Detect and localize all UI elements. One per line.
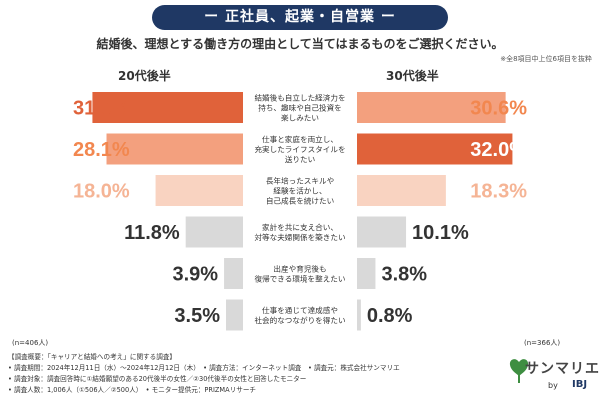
category-label: 持ち、趣味や自己投資を: [258, 103, 342, 113]
left-value-label: 18.0%: [73, 181, 130, 203]
logo-ibj: IBJ: [572, 379, 588, 390]
category-label: 仕事を通じて達成感や: [262, 305, 338, 315]
left-bar: [155, 175, 243, 206]
category-label: 出産や育児後も: [273, 264, 326, 274]
right-bar: [357, 299, 361, 331]
footnote: ※全8項目中上位6項目を抜粋: [500, 55, 592, 63]
left-value-label: 3.5%: [174, 305, 220, 327]
category-label: 仕事と家庭を両立し、: [262, 134, 338, 144]
left-bar: [185, 216, 243, 248]
left-bar: [224, 258, 243, 289]
left-bar: [226, 299, 243, 331]
category-label: 長年培ったスキルや: [266, 176, 334, 186]
category-label: 家計を共に支え合い、: [262, 222, 338, 232]
left-value-label: 11.8%: [124, 222, 180, 244]
category-label: 結婚後も自立した経済力を: [254, 93, 345, 103]
footer-line: • 調査人数：1,006人（①506人／②500人） • モニター提供元：PRI…: [8, 386, 257, 394]
category-label: 充実したライフスタイルを: [254, 144, 345, 154]
right-group-header: 30代後半: [386, 69, 439, 83]
category-label: 社会的なつながりを得たい: [254, 315, 345, 325]
logo-by-text: by: [548, 381, 558, 390]
survey-question: 結婚後、理想とする働き方の理由として当てはまるものをご選択ください。: [96, 37, 504, 51]
survey-footer: 【調査概要：「キャリアと結婚への考え」に関する調査】 • 調査期間：2024年1…: [8, 352, 400, 396]
brand-logo: サンマリエ: [525, 361, 600, 377]
page-title: ー 正社員、起業・自営業 ー: [152, 5, 448, 30]
left-bar: [92, 92, 243, 123]
right-bar: [357, 92, 506, 123]
right-value-label: 18.3%: [470, 181, 527, 203]
right-value-label: 3.8%: [381, 264, 427, 286]
category-label: 復帰できる環境を整えたい: [255, 274, 346, 284]
category-label: 対等な夫婦関係を築きたい: [254, 232, 345, 242]
right-value-label: 0.8%: [367, 305, 413, 327]
category-label: 経験を活かし、: [273, 186, 326, 196]
category-panel: [243, 90, 357, 341]
right-bar: [357, 133, 513, 165]
right-bar: [357, 258, 376, 289]
left-value-label: 28.1%: [73, 139, 130, 161]
left-value-label: 31.0%: [73, 98, 130, 120]
right-value-label: 32.0%: [470, 139, 527, 161]
left-value-label: 3.9%: [172, 264, 218, 286]
category-label: 自己成長を続けたい: [266, 196, 334, 206]
left-bar: [106, 133, 243, 165]
right-sample-size: (n=366人): [524, 339, 561, 347]
footer-line: • 調査対象：調査回答時に①結婚願望のある20代後半の女性／②30代後半の女性と…: [8, 375, 307, 383]
right-value-label: 10.1%: [412, 222, 469, 244]
right-value-label: 30.6%: [470, 98, 527, 120]
left-sample-size: (n=406人): [12, 339, 49, 347]
right-bar: [357, 175, 446, 206]
footer-line: • 調査期間：2024年12月11日（水）〜2024年12月12日（木） • 調…: [8, 364, 400, 372]
category-label: 楽しみたい: [281, 113, 319, 123]
logo-leaf-icon: [509, 359, 529, 383]
category-label: 送りたい: [285, 154, 315, 164]
footer-line: 【調査概要：「キャリアと結婚への考え」に関する調査】: [8, 353, 177, 361]
left-group-header: 20代後半: [118, 69, 171, 83]
right-bar: [357, 216, 407, 248]
